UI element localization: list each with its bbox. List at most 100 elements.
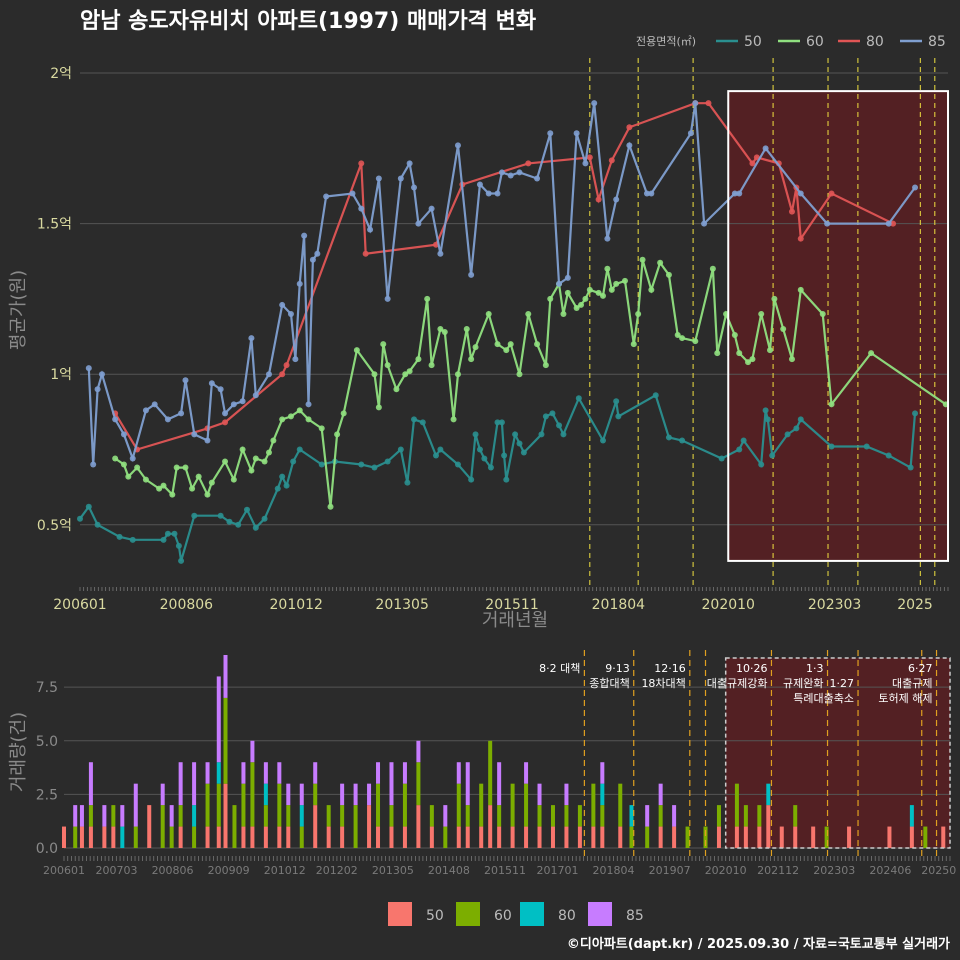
data-point-60 <box>252 455 259 462</box>
volume-bar-60 <box>524 783 529 827</box>
data-point-85 <box>90 461 97 468</box>
data-point-85 <box>265 371 272 378</box>
volume-x-tick-label: 201012 <box>264 864 306 877</box>
data-point-85 <box>217 386 224 393</box>
data-point-60 <box>248 467 255 474</box>
data-point-85 <box>692 100 699 107</box>
volume-bar-60 <box>734 783 739 827</box>
data-point-60 <box>819 310 826 317</box>
volume-bar-60 <box>263 805 268 827</box>
data-point-60 <box>340 410 347 417</box>
data-point-50 <box>164 530 171 537</box>
volume-bar-85 <box>205 762 210 784</box>
volume-bar-60 <box>564 805 569 827</box>
data-point-85 <box>797 190 804 197</box>
volume-bar-50 <box>79 826 84 848</box>
volume-bar-50 <box>658 826 663 848</box>
volume-bar-60 <box>510 783 515 827</box>
data-point-50 <box>244 506 251 513</box>
data-point-85 <box>454 142 461 149</box>
y-tick-label: 2억 <box>50 66 72 82</box>
data-point-60 <box>428 362 435 369</box>
x-tick-label: 202303 <box>808 597 861 613</box>
volume-bar-60 <box>743 805 748 827</box>
data-point-85 <box>912 184 919 191</box>
volume-bar-50 <box>456 826 461 848</box>
volume-x-tick-label: 202112 <box>757 864 799 877</box>
data-point-50 <box>498 419 505 426</box>
data-point-85 <box>411 184 418 191</box>
volume-bar-85 <box>178 762 183 806</box>
data-point-50 <box>556 422 563 429</box>
volume-x-tick-label: 200601 <box>43 864 85 877</box>
credit-text: ©디아파트(dapt.kr) / 2025.09.30 / 자료=국토교통부 실… <box>567 936 950 952</box>
volume-x-tick-label: 20250 <box>921 864 956 877</box>
policy-annotation: 규제완화 <box>783 677 823 690</box>
data-point-60 <box>296 407 303 414</box>
volume-bar-85 <box>524 762 529 784</box>
data-point-60 <box>169 491 176 498</box>
data-point-85 <box>648 190 655 197</box>
y-tick-label: 1.5억 <box>37 217 72 233</box>
data-point-85 <box>516 169 523 176</box>
volume-bar-60 <box>241 783 246 827</box>
data-point-85 <box>314 250 321 257</box>
policy-annotation: 특례대출축소 <box>793 692 854 705</box>
data-point-60 <box>564 289 571 296</box>
data-point-50 <box>358 461 365 468</box>
legend-label-60: 60 <box>806 34 824 50</box>
volume-bar-60 <box>429 805 434 827</box>
data-point-85 <box>406 160 413 167</box>
data-point-85 <box>208 380 215 387</box>
volume-bar-60 <box>757 805 762 827</box>
series-line-85 <box>87 103 916 465</box>
volume-bar-60 <box>600 805 605 827</box>
data-point-60 <box>305 416 312 423</box>
volume-bar-50 <box>550 826 555 848</box>
bar-legend-key-85 <box>588 902 612 926</box>
data-point-50 <box>516 440 523 447</box>
data-point-50 <box>419 419 426 426</box>
data-point-60 <box>868 350 875 357</box>
volume-bar-60 <box>376 783 381 827</box>
data-point-60 <box>613 280 620 287</box>
volume-y-tick-label: 5.0 <box>36 734 58 750</box>
data-point-50 <box>481 455 488 462</box>
volume-bar-60 <box>326 805 331 827</box>
data-point-60 <box>578 301 585 308</box>
volume-x-tick-label: 200703 <box>95 864 137 877</box>
volume-bar-50 <box>600 826 605 848</box>
data-point-85 <box>301 232 308 239</box>
data-point-85 <box>142 407 149 414</box>
x-tick-label: 201804 <box>592 597 646 613</box>
data-point-85 <box>604 235 611 242</box>
data-point-60 <box>621 277 628 284</box>
data-point-85 <box>824 220 831 227</box>
data-point-60 <box>353 347 360 354</box>
data-point-60 <box>463 326 470 333</box>
data-point-60 <box>195 473 202 480</box>
data-point-50 <box>77 515 83 522</box>
volume-bar-85 <box>192 762 197 806</box>
data-point-60 <box>393 386 400 393</box>
volume-bar-85 <box>340 783 345 806</box>
volume-bar-85 <box>600 762 605 784</box>
volume-bar-85 <box>353 783 358 806</box>
data-point-50 <box>437 446 444 453</box>
data-point-80 <box>525 160 532 167</box>
highlight-box <box>727 90 950 562</box>
volume-bar-80 <box>299 805 304 827</box>
data-point-85 <box>252 392 259 399</box>
data-point-85 <box>736 190 743 197</box>
volume-bar-50 <box>416 805 421 848</box>
volume-bar-60 <box>685 826 690 848</box>
data-point-80 <box>222 419 229 426</box>
data-point-85 <box>85 365 92 372</box>
data-point-85 <box>292 356 299 363</box>
volume-bar-50 <box>811 826 816 848</box>
data-point-50 <box>404 479 411 486</box>
data-point-60 <box>406 368 413 375</box>
volume-bar-60 <box>703 826 708 848</box>
volume-bar-85 <box>299 783 304 806</box>
data-point-60 <box>503 347 510 354</box>
